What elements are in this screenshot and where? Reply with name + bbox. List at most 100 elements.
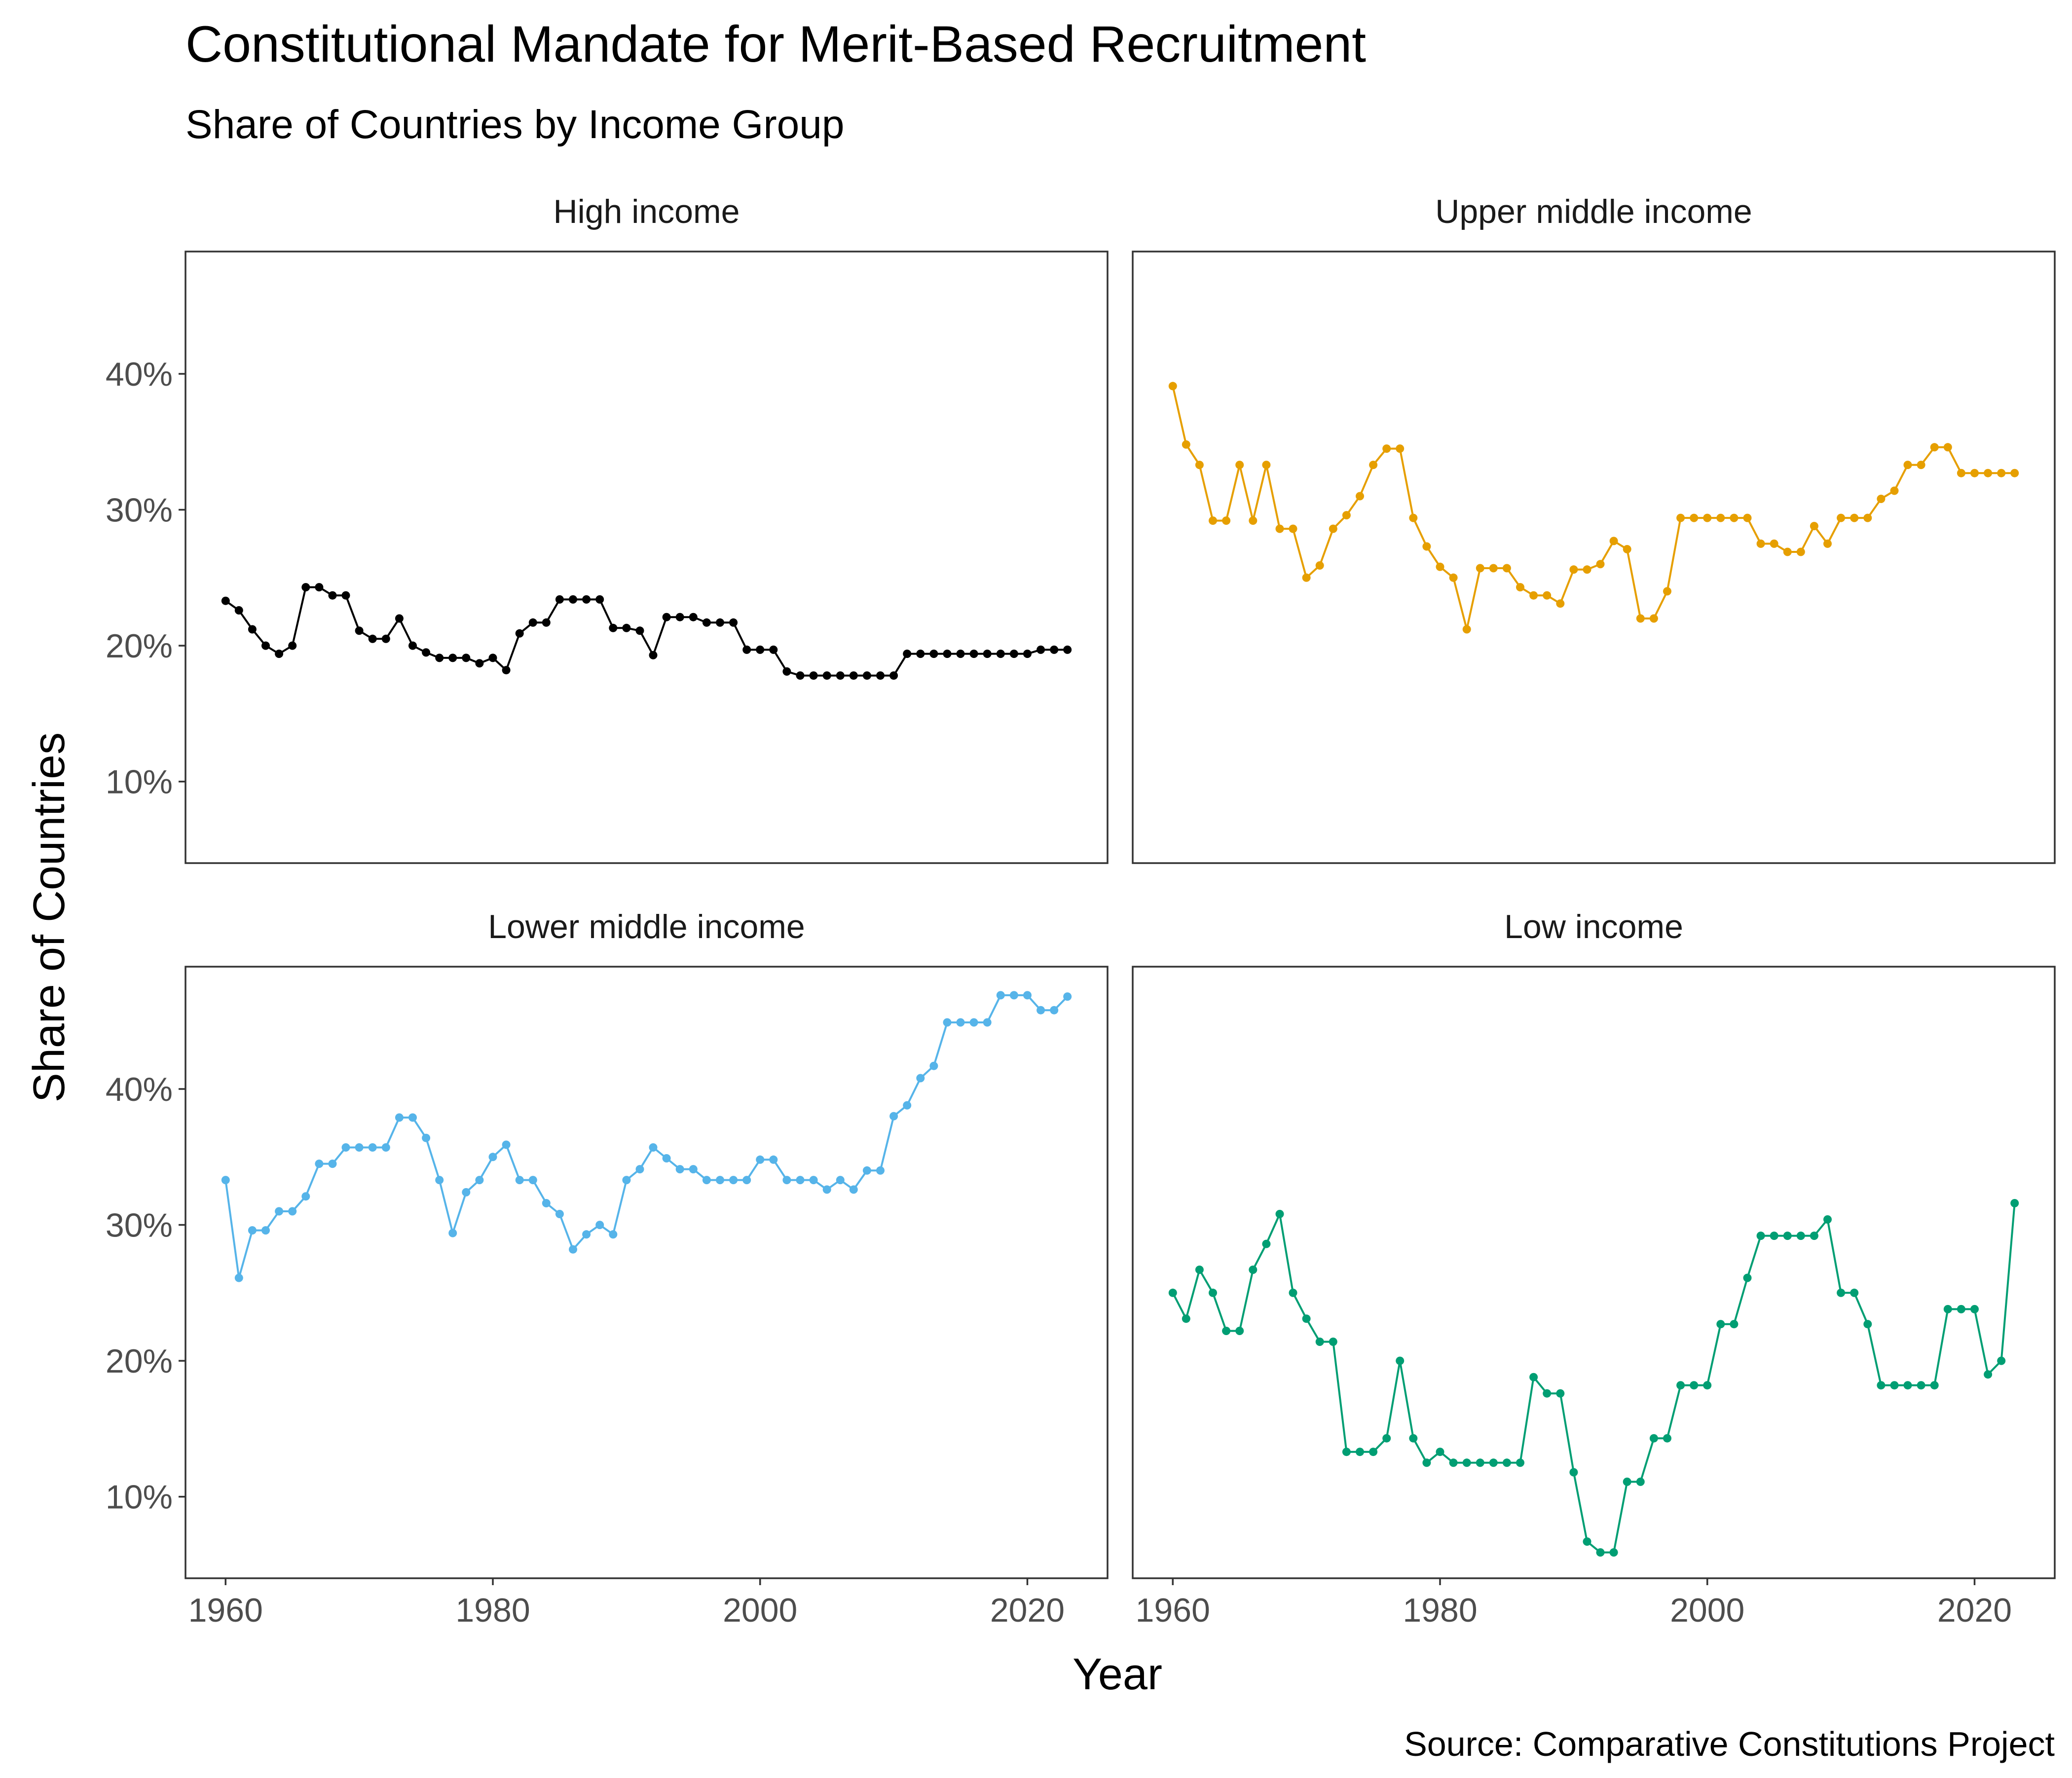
data-point <box>1583 1537 1591 1546</box>
data-point <box>1877 1381 1886 1390</box>
data-point <box>1703 513 1712 522</box>
data-point <box>1396 444 1405 453</box>
data-point <box>1623 1477 1631 1486</box>
data-point <box>1676 513 1685 522</box>
data-point <box>1063 645 1072 654</box>
data-point <box>1783 547 1792 556</box>
data-point <box>462 1188 471 1197</box>
data-point <box>1356 492 1364 501</box>
data-point <box>1837 513 1846 522</box>
data-point <box>1984 1370 1993 1379</box>
facet-upper-middle-income: Upper middle income <box>1132 193 2056 864</box>
data-point <box>822 1185 831 1194</box>
data-point <box>956 650 965 658</box>
data-point <box>248 1226 257 1235</box>
data-point <box>422 1133 431 1142</box>
data-point <box>1462 1458 1471 1467</box>
data-point <box>569 595 577 604</box>
data-point <box>528 1176 537 1185</box>
y-tick-label: 30% <box>106 492 173 529</box>
facet-panels: High income 10% 20% 30% 40% Upper middle inco… <box>106 193 2056 1629</box>
data-point <box>221 1176 230 1185</box>
data-point <box>1609 1548 1618 1557</box>
data-point <box>916 1074 925 1083</box>
data-point <box>1609 537 1618 545</box>
panel-frame-upper-middle-income <box>1132 251 2056 864</box>
data-point <box>1997 1356 2006 1365</box>
data-point <box>1903 1381 1912 1390</box>
data-point <box>355 1143 364 1152</box>
data-point <box>368 1143 377 1152</box>
series-line-high-income <box>225 586 1068 677</box>
data-point <box>1036 1006 1045 1015</box>
data-point <box>1476 1458 1484 1467</box>
data-point <box>275 650 284 658</box>
data-point <box>261 1226 270 1235</box>
data-point <box>1543 591 1552 600</box>
data-point <box>248 625 257 634</box>
data-point <box>528 618 537 627</box>
data-point <box>1356 1448 1364 1456</box>
data-point <box>929 650 938 658</box>
y-tick-label: 20% <box>106 627 173 665</box>
data-point <box>475 659 484 668</box>
data-point <box>542 618 551 627</box>
data-point <box>1235 1327 1244 1335</box>
data-point <box>1182 1314 1190 1323</box>
y-tick-label: 10% <box>106 1479 173 1516</box>
data-point <box>1756 1232 1765 1240</box>
data-point <box>1917 1381 1925 1390</box>
data-point <box>381 1143 390 1152</box>
data-point <box>542 1199 551 1207</box>
data-point <box>689 613 698 621</box>
data-point <box>502 666 511 675</box>
data-point <box>809 671 818 680</box>
data-point <box>1569 565 1578 574</box>
chart-subtitle: Share of Countries by Income Group <box>185 102 844 147</box>
data-point <box>849 1185 858 1194</box>
data-point <box>1676 1381 1685 1390</box>
data-point <box>1209 516 1217 525</box>
data-point <box>1249 516 1258 525</box>
data-point <box>782 1176 791 1185</box>
data-point <box>355 626 364 635</box>
data-point <box>1556 1389 1565 1398</box>
y-axis-title: Share of Countries <box>25 732 74 1102</box>
data-point <box>729 618 738 627</box>
data-point <box>422 648 431 657</box>
data-point <box>301 1192 310 1201</box>
data-point <box>1436 1448 1444 1456</box>
data-point <box>742 645 751 654</box>
panel-frame-high-income <box>185 251 1109 864</box>
data-point <box>1783 1232 1792 1240</box>
panel-frame-lower-middle-income <box>185 966 1109 1579</box>
data-point <box>502 1140 511 1149</box>
data-point <box>1382 1434 1391 1443</box>
x-tick-label: 1980 <box>455 1592 530 1629</box>
data-point <box>1970 469 1979 477</box>
data-point <box>488 1153 497 1161</box>
data-point <box>1730 1320 1739 1329</box>
data-point <box>1930 1381 1939 1390</box>
data-point <box>1743 1273 1752 1282</box>
facet-strip-low-income: Low income <box>1504 908 1683 945</box>
data-point <box>261 641 270 650</box>
data-point <box>1583 565 1591 574</box>
data-point <box>822 671 831 680</box>
data-point <box>381 634 390 643</box>
data-point <box>1663 1434 1671 1443</box>
data-point <box>796 1176 805 1185</box>
data-point <box>435 1176 444 1185</box>
data-point <box>1222 516 1231 525</box>
x-tick-label: 1960 <box>1136 1592 1210 1629</box>
data-point <box>1943 443 1952 452</box>
data-point <box>1063 992 1072 1001</box>
data-point <box>983 650 992 658</box>
data-point <box>1315 1338 1324 1346</box>
data-point <box>1222 1327 1231 1335</box>
data-point <box>1596 1548 1605 1557</box>
series-line-low-income <box>1172 1203 2016 1554</box>
data-point <box>1850 1288 1859 1297</box>
data-point <box>234 606 243 615</box>
